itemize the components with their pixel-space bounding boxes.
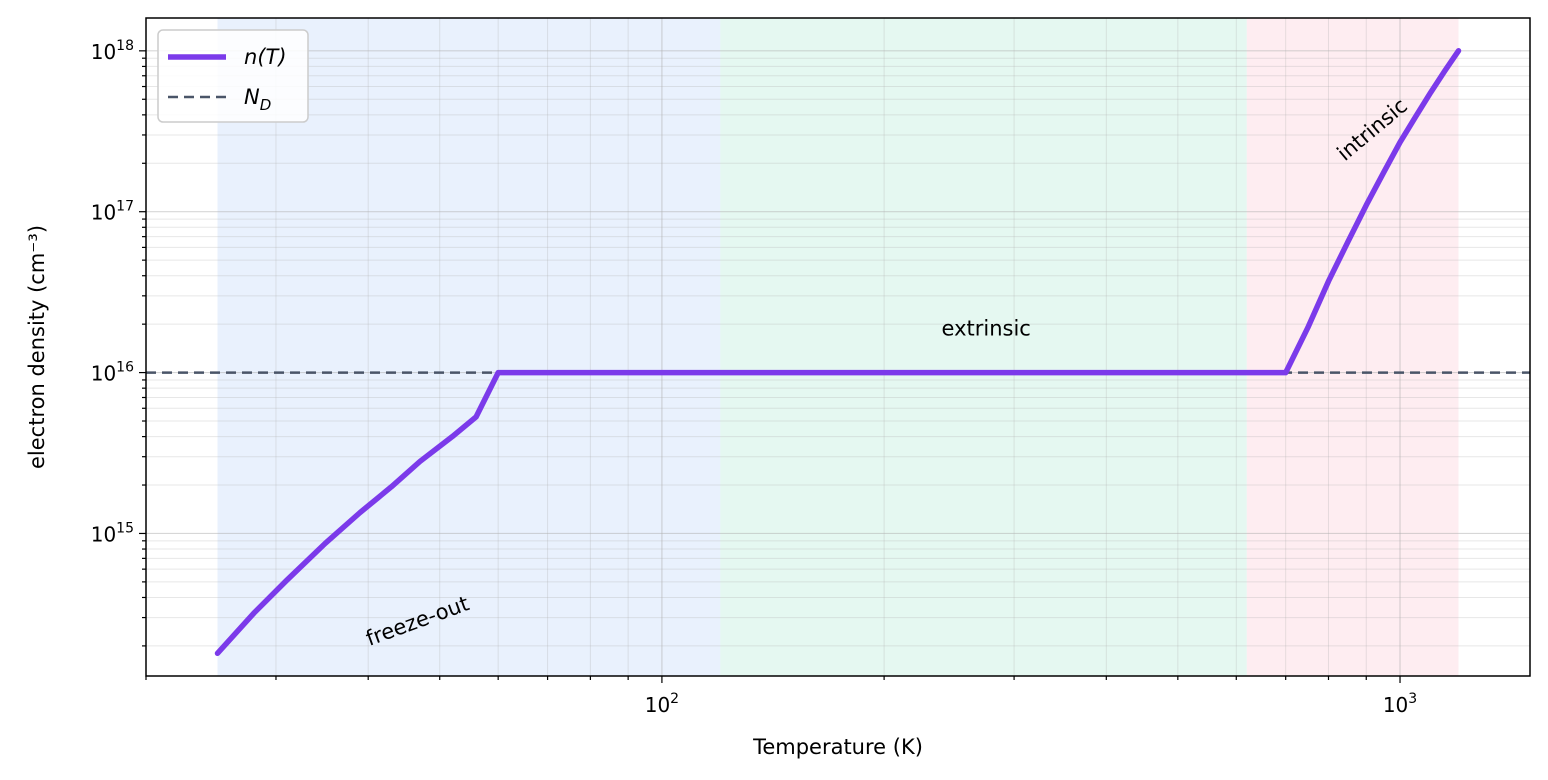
y-tick-label: 1015 bbox=[91, 520, 134, 546]
x-tick-label: 103 bbox=[1383, 691, 1417, 717]
y-tick-label: 1017 bbox=[91, 199, 134, 225]
x-axis-label: Temperature (K) bbox=[752, 735, 923, 759]
plot-frame bbox=[145, 17, 1531, 677]
region-1 bbox=[720, 18, 1247, 676]
series-lines bbox=[146, 48, 1530, 657]
ticks: 102 103 1015 1016 1017 1018 bbox=[91, 38, 1417, 717]
y-tick-label: 1016 bbox=[91, 360, 134, 386]
series-line-nt bbox=[214, 48, 1462, 657]
y-tick-label: 1018 bbox=[91, 38, 134, 64]
shaded-regions bbox=[217, 18, 1459, 676]
annotation-extrinsic: extrinsic bbox=[942, 317, 1031, 341]
y-axis-label: electron density (cm⁻³) bbox=[25, 225, 49, 469]
legend-label-1: ND bbox=[244, 85, 271, 114]
legend-label-0: n(T) bbox=[244, 45, 287, 69]
legend-box bbox=[157, 29, 309, 123]
legend: n(T) ND bbox=[157, 29, 309, 123]
x-tick-label: 102 bbox=[645, 691, 679, 717]
region-2 bbox=[1246, 18, 1459, 676]
